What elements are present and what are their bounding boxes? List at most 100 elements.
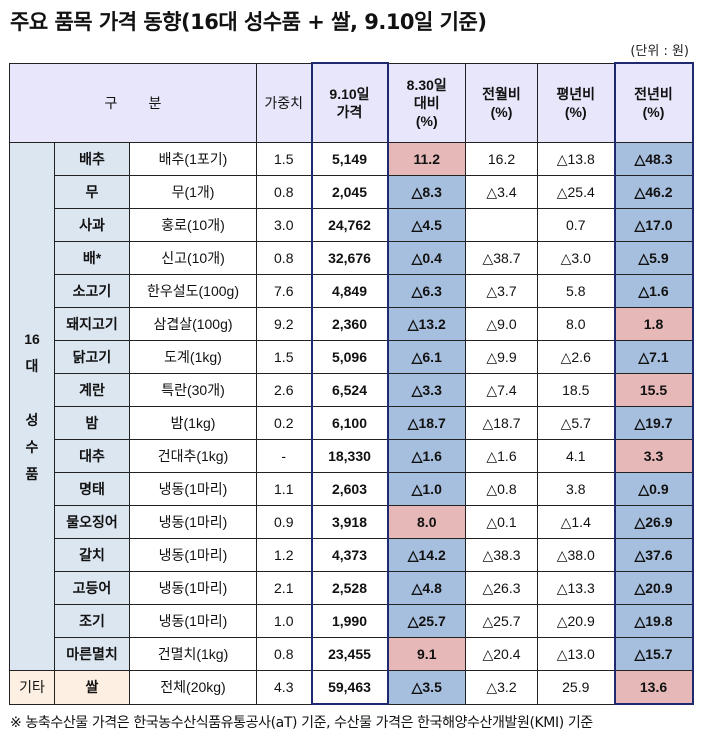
- price-table: 구 분 가중치 9.10일 가격 8.30일 대비 (%) 전월비 (%) 평년…: [9, 62, 694, 705]
- item-yoy: △0.9: [613, 472, 694, 506]
- item-price: 2,603: [310, 472, 389, 506]
- item-spec: 냉동(1마리): [129, 571, 257, 605]
- item-weight: 1.5: [256, 340, 312, 374]
- item-name: 갈치: [54, 538, 130, 572]
- item-price: 1,990: [310, 604, 389, 638]
- item-weight: 1.2: [256, 538, 312, 572]
- item-avg: 8.0: [537, 307, 615, 341]
- table-row: 명태 냉동(1마리) 1.1 2,603 △1.0 △0.8 3.8 △0.9: [10, 472, 694, 506]
- table-row: 돼지고기 삼겹살(100g) 9.2 2,360 △13.2 △9.0 8.0 …: [10, 307, 694, 341]
- item-vs830: 8.0: [387, 505, 466, 539]
- item-name: 소고기: [54, 274, 130, 308]
- item-price: 5,096: [310, 340, 389, 374]
- item-yoy: △17.0: [613, 208, 694, 242]
- item-name: 고등어: [54, 571, 130, 605]
- item-vs830: 9.1: [387, 637, 466, 671]
- item-avg: △20.9: [537, 604, 615, 638]
- item-spec: 배추(1포기): [129, 142, 257, 176]
- item-yoy: 1.8: [613, 307, 694, 341]
- table-row: 기타 쌀 전체(20kg) 4.3 59,463 △3.5 △3.2 25.9 1…: [9, 670, 694, 705]
- item-weight: 0.8: [256, 175, 312, 209]
- item-price: 5,149: [310, 142, 389, 176]
- item-weight: 0.9: [256, 505, 312, 539]
- item-weight: 4.3: [256, 670, 312, 705]
- item-avg: △13.3: [537, 571, 615, 605]
- item-name: 밤: [54, 406, 130, 440]
- table-row: 고등어 냉동(1마리) 2.1 2,528 △4.8 △26.3 △13.3 △…: [10, 571, 694, 605]
- item-mom: △20.4: [465, 637, 538, 671]
- item-vs830: △18.7: [387, 406, 466, 440]
- item-price: 18,330: [310, 439, 389, 473]
- item-price: 3,918: [310, 505, 389, 539]
- item-vs830: △6.3: [387, 274, 466, 308]
- item-price: 32,676: [310, 241, 389, 275]
- item-avg: △1.4: [537, 505, 615, 539]
- item-vs830: △4.5: [387, 208, 466, 242]
- item-name: 계란: [54, 373, 130, 407]
- item-mom: △9.0: [465, 307, 538, 341]
- item-yoy: 13.6: [613, 670, 694, 705]
- table-row: 조기 냉동(1마리) 1.0 1,990 △25.7 △25.7 △20.9 △…: [10, 604, 694, 638]
- item-weight: 7.6: [256, 274, 312, 308]
- item-avg: △13.0: [537, 637, 615, 671]
- item-spec: 건대추(1kg): [129, 439, 257, 473]
- etc-label: 기타: [9, 670, 55, 705]
- item-name: 닭고기: [54, 340, 130, 374]
- table-row: 16 대 성 수 품 배추 배추(1포기) 1.5 5,149 11.2 16.2…: [9, 142, 694, 671]
- item-yoy: △26.9: [613, 505, 694, 539]
- header-vs830: 8.30일 대비 (%): [387, 62, 466, 143]
- item-mom: △38.3: [465, 538, 538, 572]
- item-name: 무: [54, 175, 130, 209]
- item-name: 명태: [54, 472, 130, 506]
- item-yoy: △19.8: [613, 604, 694, 638]
- item-avg: 25.9: [537, 670, 615, 705]
- item-yoy: △19.7: [613, 406, 694, 440]
- item-spec: 건멸치(1kg): [129, 637, 257, 671]
- item-spec: 냉동(1마리): [129, 538, 257, 572]
- table-row: 대추 건대추(1kg) - 18,330 △1.6 △1.6 4.1 3.3: [10, 439, 694, 473]
- unit-label: (단위 : 원): [630, 44, 689, 59]
- item-weight: 2.6: [256, 373, 312, 407]
- item-name: 배추: [54, 142, 130, 176]
- item-price: 2,528: [310, 571, 389, 605]
- header-yoy: 전년비 (%): [613, 62, 694, 143]
- item-vs830: △3.3: [387, 373, 466, 407]
- item-spec: 냉동(1마리): [129, 505, 257, 539]
- item-mom: △18.7: [465, 406, 538, 440]
- table-row: 사과 홍로(10개) 3.0 24,762 △4.5 0.7 △17.0: [10, 208, 694, 242]
- item-spec: 신고(10개): [129, 241, 257, 275]
- item-mom: △0.1: [465, 505, 538, 539]
- table-row: 배* 신고(10개) 0.8 32,676 △0.4 △38.7 △3.0 △5…: [10, 241, 694, 275]
- item-yoy: 3.3: [613, 439, 694, 473]
- item-name: 배*: [54, 241, 130, 275]
- item-yoy: △37.6: [613, 538, 694, 572]
- item-yoy: △20.9: [613, 571, 694, 605]
- header-price: 9.10일 가격: [310, 62, 389, 143]
- item-vs830: △0.4: [387, 241, 466, 275]
- table-row: 소고기 한우설도(100g) 7.6 4,849 △6.3 △3.7 5.8 △…: [10, 274, 694, 308]
- table-row: 계란 특란(30개) 2.6 6,524 △3.3 △7.4 18.5 15.5: [10, 373, 694, 407]
- item-name: 돼지고기: [54, 307, 130, 341]
- item-avg: △3.0: [537, 241, 615, 275]
- header-mom: 전월비 (%): [465, 62, 538, 143]
- item-avg: △2.6: [537, 340, 615, 374]
- item-avg: △5.7: [537, 406, 615, 440]
- item-avg: △38.0: [537, 538, 615, 572]
- item-spec: 도계(1kg): [129, 340, 257, 374]
- item-mom: △38.7: [465, 241, 538, 275]
- item-mom: △1.6: [465, 439, 538, 473]
- item-price: 4,373: [310, 538, 389, 572]
- item-weight: 1.0: [256, 604, 312, 638]
- item-spec: 삼겹살(100g): [129, 307, 257, 341]
- item-spec: 밤(1kg): [129, 406, 257, 440]
- item-mom: △3.4: [465, 175, 538, 209]
- item-vs830: △1.0: [387, 472, 466, 506]
- item-vs830: △8.3: [387, 175, 466, 209]
- item-vs830: △3.5: [387, 670, 466, 705]
- item-yoy: △5.9: [613, 241, 694, 275]
- item-price: 4,849: [310, 274, 389, 308]
- item-avg: 4.1: [537, 439, 615, 473]
- footnote: ※ 농축수산물 가격은 한국농수산식품유통공사(aT) 기준, 수산물 가격은 …: [10, 715, 593, 731]
- item-name: 쌀: [54, 670, 130, 705]
- item-name: 마른멸치: [54, 637, 130, 671]
